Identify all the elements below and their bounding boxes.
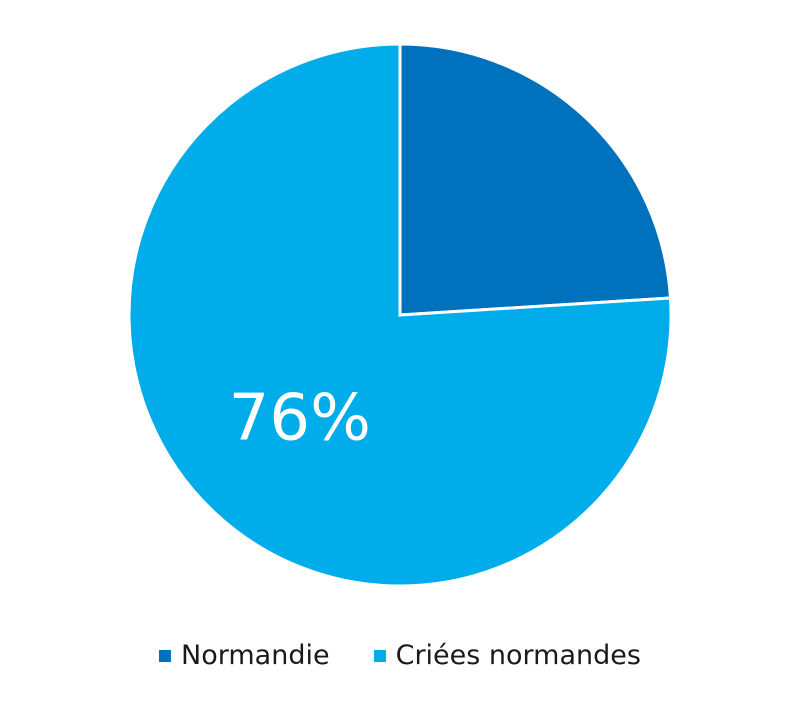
pie-slice-normandie (398, 42, 673, 317)
legend-label-normandie: Normandie (181, 640, 330, 671)
data-label-criees-normandes: 76% (229, 381, 371, 455)
legend: Normandie Criées normandes (0, 640, 800, 671)
pie-data-labels: 76% (229, 381, 371, 455)
legend-item-criees-normandes: Criées normandes (373, 640, 641, 671)
pie-slices (127, 42, 673, 588)
legend-swatch-normandie (159, 649, 172, 662)
legend-label-criees-normandes: Criées normandes (395, 640, 641, 671)
pie-slice-criees-normandes (127, 42, 673, 588)
legend-item-normandie: Normandie (159, 640, 330, 671)
legend-swatch-criees-normandes (373, 649, 386, 662)
